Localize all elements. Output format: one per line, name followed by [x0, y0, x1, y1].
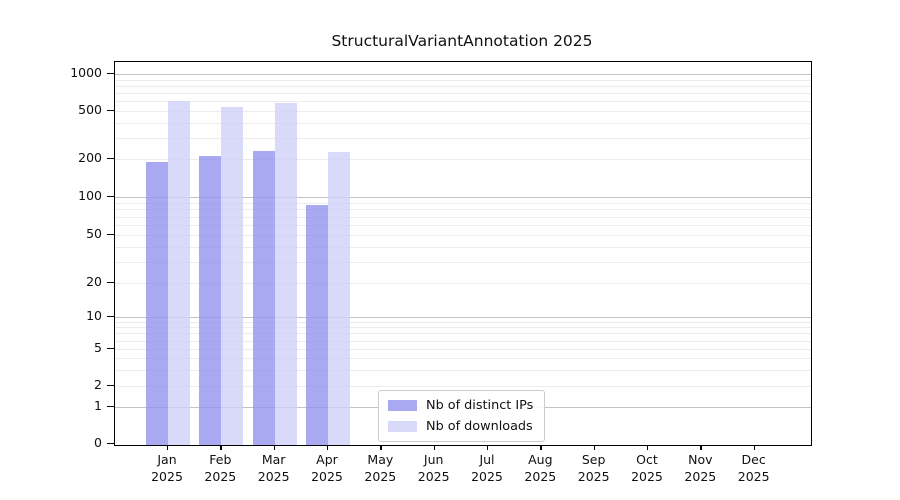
y-axis-tick-label-0: 0 [94, 435, 102, 450]
gridline-minor-4 [115, 358, 811, 359]
x-axis-tick-label-dec: Dec 2025 [737, 452, 770, 484]
y-axis-tick-500 [107, 110, 114, 112]
x-axis-tick-label-feb: Feb 2025 [204, 452, 237, 484]
bar-distinct-ips-apr [305, 204, 328, 445]
bar-distinct-ips-mar [252, 150, 275, 445]
y-axis-tick-label-2: 2 [94, 377, 102, 392]
x-axis-tick-label-jan: Jan 2025 [151, 452, 183, 484]
bar-downloads-jan [168, 100, 190, 445]
gridline-major-1000 [115, 74, 811, 75]
gridline-minor-50 [115, 235, 811, 236]
x-axis-tick-apr [326, 445, 329, 451]
x-axis-tick-label-may: May 2025 [364, 452, 397, 484]
gridline-minor-900 [115, 79, 811, 81]
x-axis-tick-aug [540, 445, 542, 451]
y-axis-tick-label-20: 20 [86, 274, 102, 289]
gridline-minor-3 [115, 369, 811, 371]
x-axis-tick-label-oct: Oct 2025 [631, 452, 663, 484]
gridline-minor-400 [115, 122, 811, 124]
legend-item-distinct-ips: Nb of distinct IPs [388, 398, 533, 413]
y-axis-tick-label-200: 200 [78, 150, 102, 165]
y-axis-tick-10 [107, 316, 114, 318]
bar-distinct-ips-jan [146, 162, 168, 445]
x-axis-tick-jun [433, 445, 436, 451]
y-axis-tick-200 [107, 158, 114, 160]
x-axis-tick-label-sep: Sep 2025 [577, 452, 610, 484]
bar-distinct-ips-feb [199, 155, 222, 445]
y-axis-tick-label-5: 5 [94, 340, 102, 355]
legend-swatch-distinct-ips [388, 400, 417, 411]
legend-item-downloads: Nb of downloads [388, 419, 533, 434]
x-axis-tick-label-jun: Jun 2025 [417, 452, 450, 484]
y-axis-tick-label-50: 50 [86, 226, 102, 241]
y-axis-tick-1000 [107, 73, 114, 75]
gridline-minor-200 [115, 159, 811, 160]
y-axis-tick-label-1000: 1000 [70, 65, 102, 80]
legend-label-distinct-ips: Nb of distinct IPs [426, 398, 534, 413]
x-axis-tick-label-apr: Apr 2025 [311, 452, 343, 484]
legend-swatch-downloads [388, 421, 417, 432]
legend-label-downloads: Nb of downloads [426, 419, 533, 434]
y-axis-tick-label-100: 100 [78, 188, 102, 203]
y-axis-tick-label-1: 1 [94, 398, 102, 413]
y-axis-tick-2 [107, 385, 114, 387]
gridline-minor-80 [115, 209, 811, 211]
gridline-minor-7 [115, 333, 811, 335]
gridline-major-100 [115, 197, 811, 198]
x-axis-tick-label-mar: Mar 2025 [257, 452, 290, 484]
gridline-minor-6 [115, 340, 811, 342]
x-axis-tick-jan [167, 445, 169, 451]
x-axis-tick-label-aug: Aug 2025 [524, 452, 557, 484]
gridline-minor-90 [115, 202, 811, 204]
x-axis-tick-label-jul: Jul 2025 [471, 452, 503, 484]
gridline-minor-2 [115, 386, 811, 387]
bar-downloads-feb [221, 107, 244, 445]
bar-downloads-mar [274, 102, 297, 445]
y-axis-tick-5 [107, 348, 114, 350]
x-axis-tick-sep [593, 445, 596, 451]
gridline-major-10 [115, 317, 811, 318]
y-axis-tick-1 [107, 406, 114, 408]
x-axis-tick-dec [753, 445, 756, 451]
gridline-minor-70 [115, 216, 811, 218]
gridline-minor-8 [115, 327, 811, 329]
bar-downloads-apr [327, 152, 350, 445]
y-axis-tick-20 [107, 282, 114, 284]
gridline-minor-40 [115, 246, 811, 248]
x-axis-tick-may [380, 445, 382, 451]
plot-area: Nb of distinct IPs Nb of downloads [114, 61, 812, 446]
legend: Nb of distinct IPs Nb of downloads [378, 390, 546, 442]
gridline-minor-800 [115, 85, 811, 87]
x-axis-tick-mar [273, 445, 276, 451]
x-axis-tick-feb [220, 445, 222, 451]
gridline-minor-20 [115, 283, 811, 284]
y-axis-tick-0 [107, 443, 114, 445]
gridline-minor-30 [115, 261, 811, 263]
gridline-minor-9 [115, 321, 811, 323]
gridline-minor-600 [115, 101, 811, 103]
y-axis-tick-100 [107, 196, 114, 198]
chart-title: StructuralVariantAnnotation 2025 [331, 32, 593, 50]
y-axis-tick-label-500: 500 [78, 102, 102, 117]
x-axis-tick-oct [646, 445, 649, 451]
y-axis-tick-label-10: 10 [86, 308, 102, 323]
x-axis-tick-jul [486, 445, 489, 451]
x-axis-tick-label-nov: Nov 2025 [684, 452, 717, 484]
x-axis-tick-nov [700, 445, 702, 451]
gridline-minor-700 [115, 93, 811, 95]
y-axis-tick-50 [107, 234, 114, 236]
gridline-minor-60 [115, 225, 811, 226]
gridline-minor-5 [115, 349, 811, 350]
gridline-minor-300 [115, 137, 811, 139]
gridline-minor-500 [115, 111, 811, 112]
